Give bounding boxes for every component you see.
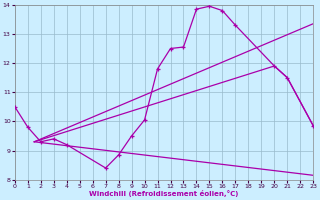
X-axis label: Windchill (Refroidissement éolien,°C): Windchill (Refroidissement éolien,°C) [89, 190, 239, 197]
